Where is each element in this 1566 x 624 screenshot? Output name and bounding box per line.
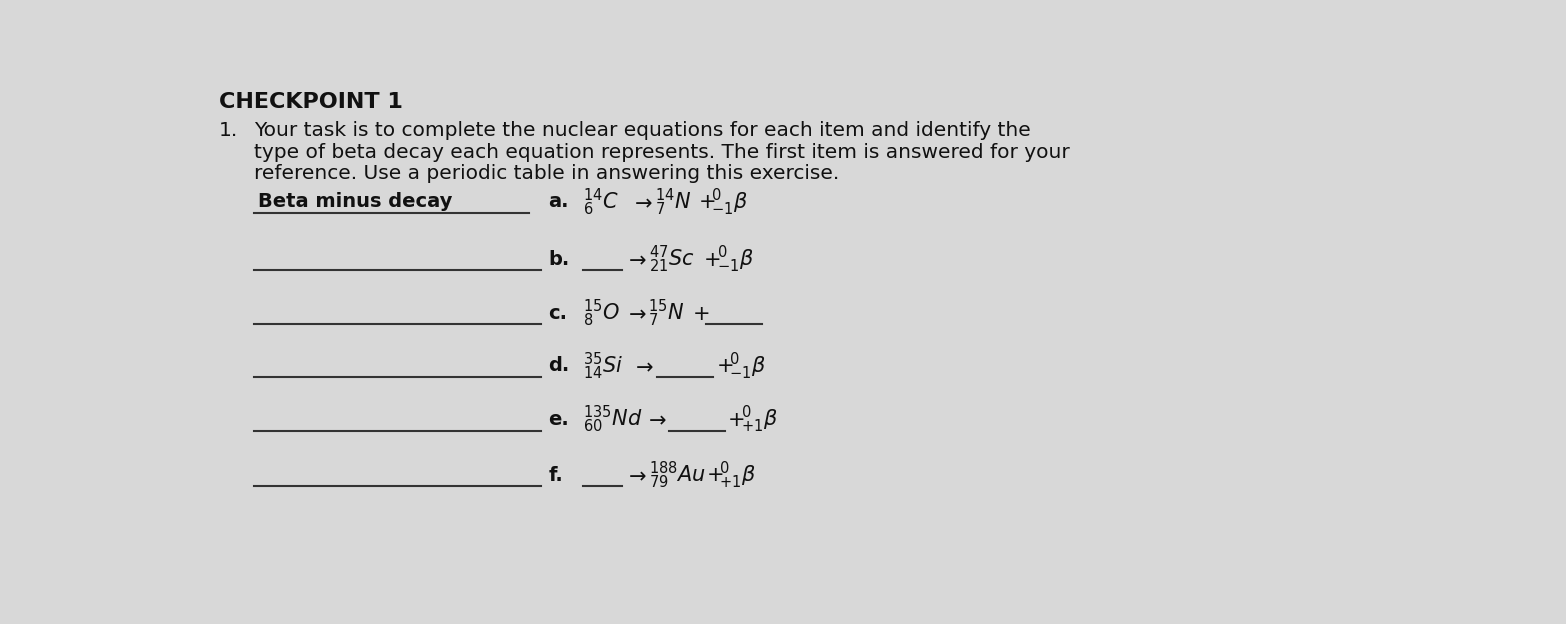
Text: d.: d. (548, 356, 570, 376)
Text: Beta minus decay: Beta minus decay (258, 192, 453, 212)
Text: $\rightarrow$: $\rightarrow$ (631, 356, 655, 376)
Text: $^{0}_{-1}\beta$: $^{0}_{-1}\beta$ (728, 350, 766, 381)
Text: $^{0}_{+1}\beta$: $^{0}_{+1}\beta$ (741, 404, 778, 436)
Text: $+$: $+$ (706, 466, 723, 485)
Text: e.: e. (548, 411, 568, 429)
Text: b.: b. (548, 250, 570, 269)
Text: $^{188}_{79}Au$: $^{188}_{79}Au$ (650, 460, 706, 491)
Text: $\rightarrow$: $\rightarrow$ (623, 304, 647, 324)
Text: $+$: $+$ (703, 250, 720, 270)
Text: $^{14}_{6}C$: $^{14}_{6}C$ (583, 187, 619, 218)
Text: $+$: $+$ (692, 304, 709, 324)
Text: $^{135}_{60}Nd$: $^{135}_{60}Nd$ (583, 404, 644, 436)
Text: 1.: 1. (219, 121, 238, 140)
Text: $+$: $+$ (716, 356, 733, 376)
Text: reference. Use a periodic table in answering this exercise.: reference. Use a periodic table in answe… (254, 164, 839, 183)
Text: $^{47}_{21}Sc$: $^{47}_{21}Sc$ (650, 244, 695, 275)
Text: f.: f. (548, 466, 564, 485)
Text: $^{15}_{7}N$: $^{15}_{7}N$ (648, 298, 684, 329)
Text: a.: a. (548, 192, 568, 212)
Text: CHECKPOINT 1: CHECKPOINT 1 (219, 92, 402, 112)
Text: $+$: $+$ (698, 192, 716, 212)
Text: $\rightarrow$: $\rightarrow$ (644, 410, 666, 430)
Text: $\rightarrow$: $\rightarrow$ (630, 192, 653, 212)
Text: c.: c. (548, 304, 567, 323)
Text: $^{14}_{7}N$: $^{14}_{7}N$ (655, 187, 691, 218)
Text: $^{35}_{14}Si$: $^{35}_{14}Si$ (583, 350, 623, 381)
Text: $+$: $+$ (727, 410, 745, 430)
Text: $\rightarrow$: $\rightarrow$ (625, 466, 647, 485)
Text: $^{0}_{-1}\beta$: $^{0}_{-1}\beta$ (711, 187, 749, 218)
Text: $^{0}_{+1}\beta$: $^{0}_{+1}\beta$ (719, 460, 756, 491)
Text: $\rightarrow$: $\rightarrow$ (625, 250, 647, 270)
Text: type of beta decay each equation represents. The first item is answered for your: type of beta decay each equation represe… (254, 143, 1070, 162)
Text: Your task is to complete the nuclear equations for each item and identify the: Your task is to complete the nuclear equ… (254, 121, 1030, 140)
Text: $^{0}_{-1}\beta$: $^{0}_{-1}\beta$ (717, 244, 753, 275)
Text: $^{15}_{8}O$: $^{15}_{8}O$ (583, 298, 620, 329)
